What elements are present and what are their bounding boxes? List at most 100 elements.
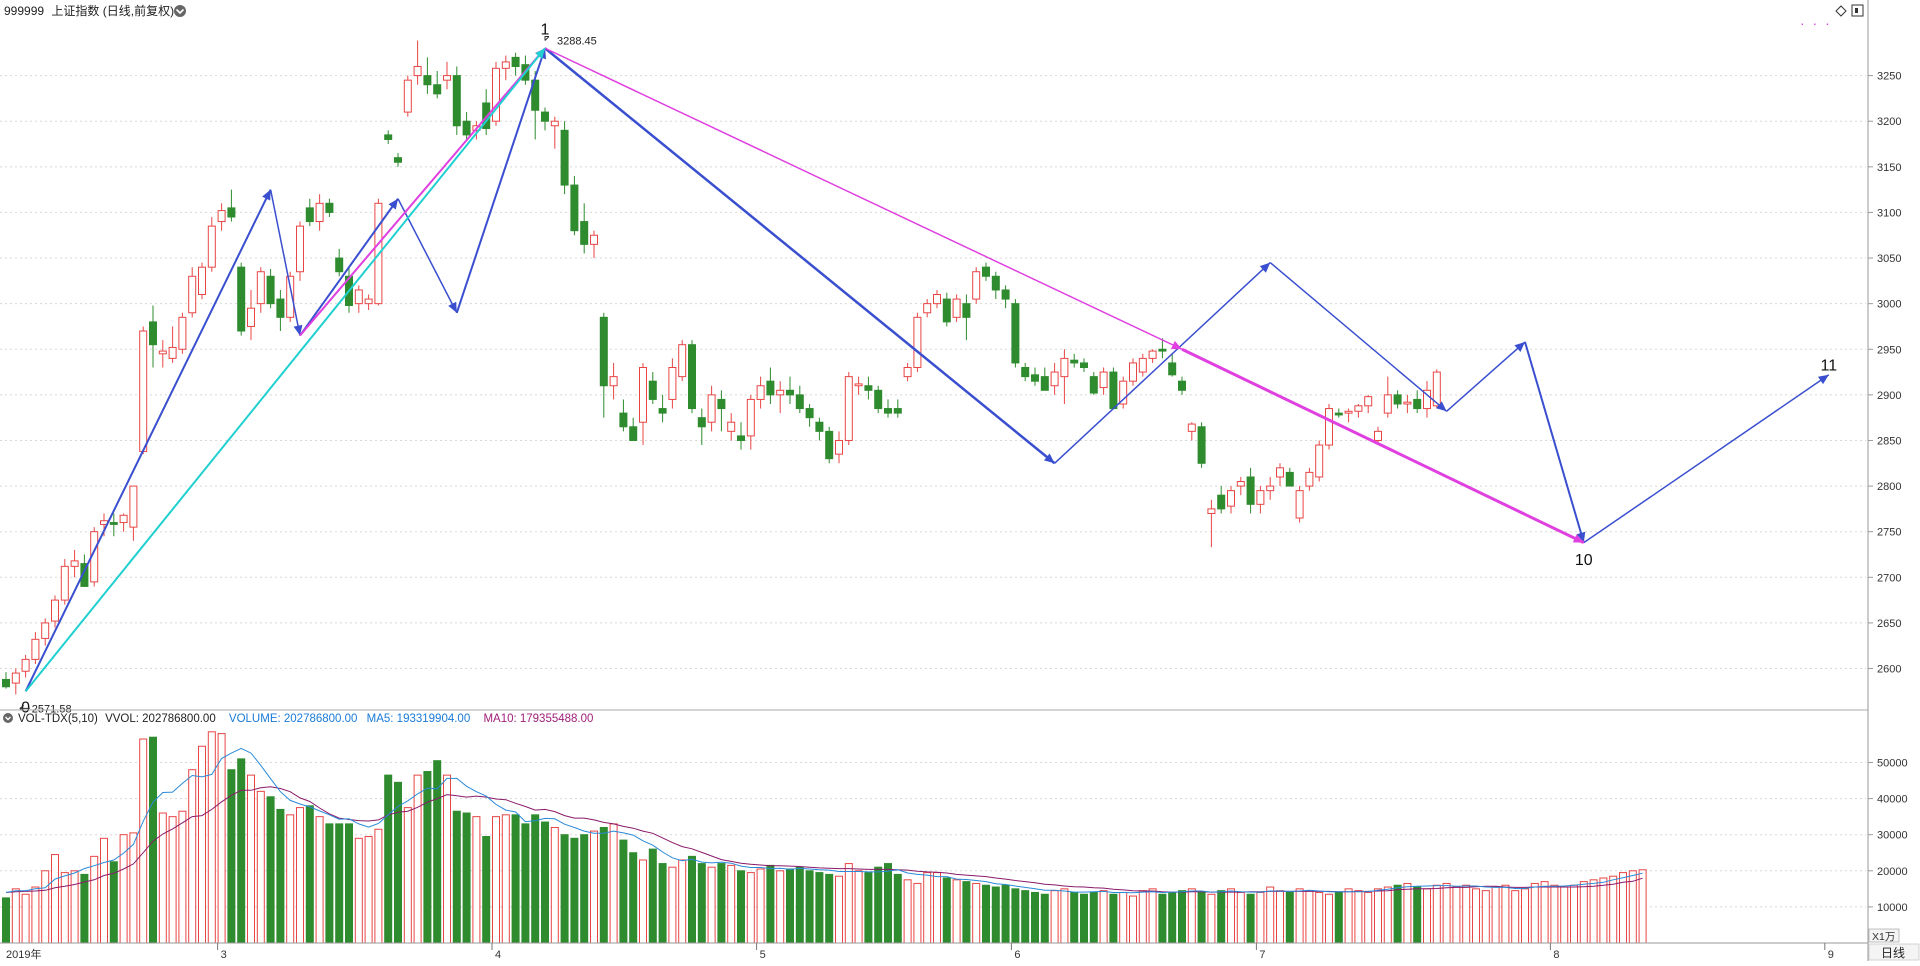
candle-body-up <box>727 421 736 432</box>
wave-arrowhead <box>1576 531 1586 543</box>
overflow-dots[interactable]: · · · <box>1800 15 1832 31</box>
candle <box>1138 353 1147 377</box>
candle <box>991 271 1000 300</box>
candle <box>443 61 451 90</box>
wave-line-blue <box>1054 262 1271 464</box>
candle-body-down <box>1168 362 1177 376</box>
candle-body-up <box>609 376 618 387</box>
candle-body-up <box>286 275 295 318</box>
volume-bar-up <box>1099 890 1108 944</box>
volume-bar-down <box>1001 884 1010 944</box>
volume-bar-up <box>1491 886 1500 944</box>
volume-bar-down <box>991 886 1000 944</box>
candle-body-down <box>884 408 892 414</box>
high-marker <box>544 36 550 41</box>
volume-bar-up <box>1501 884 1510 944</box>
volume-bar-up <box>727 864 736 944</box>
period-button-label[interactable]: 日线 <box>1881 946 1905 960</box>
candle-body-down <box>942 298 951 323</box>
candle <box>933 289 941 309</box>
candle <box>139 326 148 455</box>
candle-body-down <box>452 75 461 127</box>
volume-bars[interactable] <box>2 731 1647 944</box>
volume-bar-up <box>972 882 981 944</box>
candle-body-up <box>247 307 255 327</box>
wave-segment <box>269 189 301 336</box>
volume-bar-down <box>697 863 706 944</box>
diamond-icon[interactable] <box>1835 5 1847 17</box>
candle <box>942 292 951 327</box>
candle <box>1315 440 1324 482</box>
candle-body-up <box>1266 485 1275 492</box>
candle <box>874 385 883 414</box>
candle <box>825 426 834 464</box>
candle <box>629 417 638 441</box>
volume-bar-up <box>844 863 853 944</box>
price-tick-label: 2950 <box>1877 344 1901 356</box>
candle-body-down <box>325 202 334 213</box>
chevron-down-icon[interactable] <box>174 5 186 17</box>
volume-bar-up <box>139 738 148 944</box>
volume-bar-up <box>31 886 40 944</box>
volume-bar-up <box>1266 886 1275 944</box>
candle-body-down <box>991 275 1000 291</box>
volume-bar-down <box>688 855 696 944</box>
period-button[interactable]: 日线 <box>1868 943 1920 961</box>
volume-bar-up <box>1452 886 1461 944</box>
candle-body-up <box>70 560 79 567</box>
candle <box>452 66 461 135</box>
volume-bar-up <box>1560 886 1569 944</box>
candle <box>11 668 20 695</box>
candle <box>217 203 226 231</box>
candle-body-down <box>433 84 442 95</box>
candle <box>1266 476 1275 500</box>
candle <box>1217 486 1226 514</box>
candle-body-down <box>237 266 246 332</box>
candle-body-down <box>795 394 804 410</box>
candle-body-up <box>256 271 265 305</box>
candlestick-series[interactable] <box>2 40 1441 695</box>
candle-body-up <box>1344 410 1353 414</box>
wave-line-blue <box>1524 341 1586 543</box>
candle <box>1344 408 1353 423</box>
candle <box>492 61 500 126</box>
candle <box>403 75 412 117</box>
candle <box>893 399 902 418</box>
wave-line-magenta <box>544 47 1183 350</box>
volume-bar-up <box>188 769 197 944</box>
volume-bar-down <box>815 872 824 944</box>
candle-body-up <box>403 79 412 113</box>
candle <box>717 390 726 432</box>
wave-arrowhead <box>1259 262 1271 273</box>
candle <box>207 216 216 272</box>
volume-bar-up <box>678 859 687 944</box>
candle-body-down <box>766 380 775 396</box>
price-tick-label: 2900 <box>1877 390 1901 402</box>
candle-body-up <box>746 398 755 437</box>
wave-line-blue <box>1583 374 1830 544</box>
wave-arrowhead <box>1514 341 1525 352</box>
panel-toggle-icon[interactable] <box>1851 4 1864 17</box>
volume-bar-up <box>1305 890 1314 944</box>
volume-bar-up <box>178 810 187 944</box>
candle <box>884 399 892 418</box>
volume-bar-up <box>913 882 922 944</box>
volume-bar-down <box>1109 893 1118 944</box>
candle-body-down <box>266 275 275 305</box>
candle-body-up <box>443 75 451 81</box>
volume-bar-up <box>198 745 206 944</box>
wave-segment <box>544 47 1183 350</box>
candle <box>1187 422 1196 441</box>
volume-chevron-icon[interactable] <box>3 713 13 723</box>
candle-body-up <box>844 376 853 441</box>
candle <box>756 376 765 409</box>
candle <box>541 107 549 131</box>
volume-bar-up <box>443 774 451 944</box>
candle-body-up <box>1236 481 1245 487</box>
volume-bar-down <box>1178 890 1186 944</box>
volume-bar-up <box>501 814 510 944</box>
candle-body-down <box>688 344 696 410</box>
candle <box>815 417 824 441</box>
